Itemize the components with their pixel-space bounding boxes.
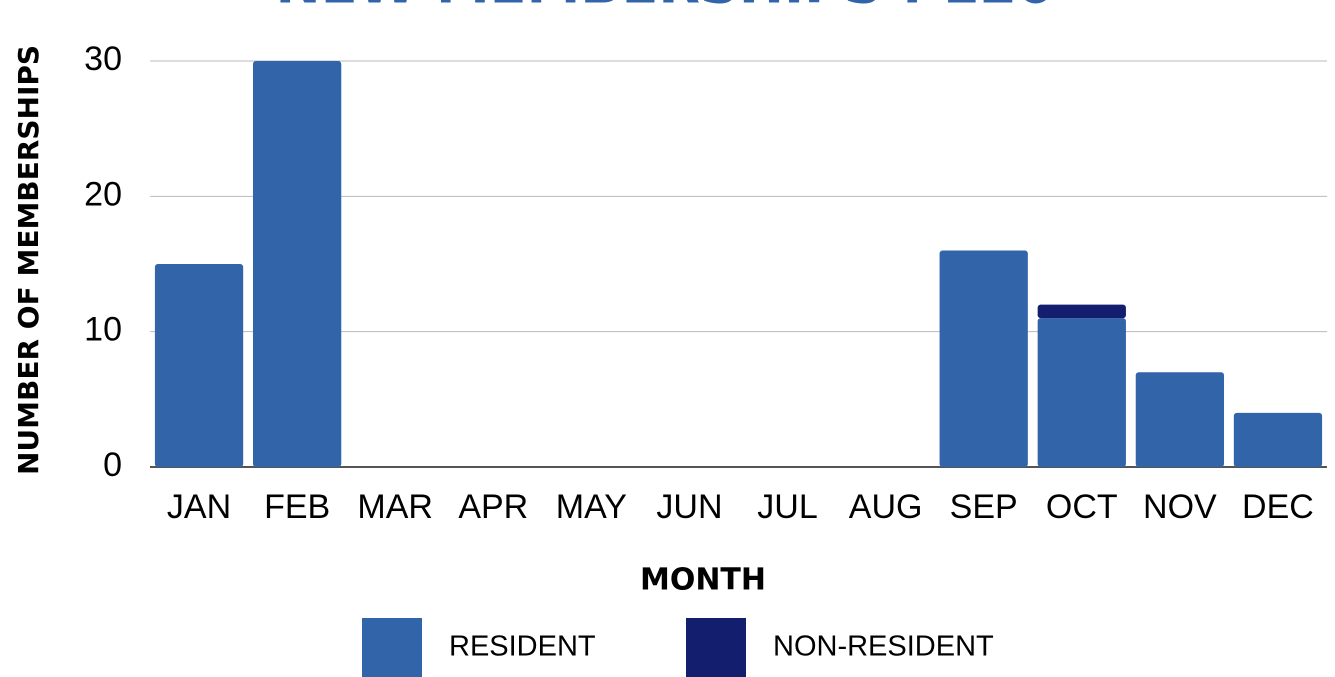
x-tick-label: FEB: [264, 488, 330, 526]
x-tick-label: OCT: [1046, 488, 1118, 526]
x-tick-label: JUN: [656, 488, 722, 526]
y-axis-title: NUMBER OF MEMBERSHIPS: [12, 45, 45, 475]
bar: [1037, 304, 1126, 319]
chart-title: NEW MEMBERSHIPS : 120: [276, 0, 1055, 16]
legend-label: NON-RESIDENT: [773, 631, 994, 663]
bar: [939, 250, 1028, 467]
y-tick-label: 20: [84, 175, 122, 213]
y-tick-label: 10: [84, 311, 122, 349]
x-tick-label: AUG: [849, 488, 923, 526]
legend-swatch: [686, 618, 746, 677]
bar: [1037, 318, 1126, 467]
x-tick-label: JUL: [757, 488, 817, 526]
x-tick-label: MAR: [357, 488, 433, 526]
x-tick-label: APR: [458, 488, 528, 526]
x-tick-label: MAY: [556, 488, 627, 526]
legend-label: RESIDENT: [449, 631, 596, 663]
bar: [1233, 412, 1323, 467]
x-tick-label: JAN: [167, 488, 231, 526]
x-tick-label: DEC: [1242, 488, 1314, 526]
bar: [252, 61, 342, 467]
x-tick-label: NOV: [1143, 488, 1217, 526]
x-tick-label: SEP: [950, 488, 1018, 526]
x-axis-title: MONTH: [640, 563, 766, 598]
bar: [154, 264, 244, 467]
y-tick-label: 0: [103, 446, 122, 484]
legend-swatch: [362, 618, 422, 677]
y-tick-label: 30: [84, 40, 122, 78]
bar: [1135, 372, 1225, 467]
